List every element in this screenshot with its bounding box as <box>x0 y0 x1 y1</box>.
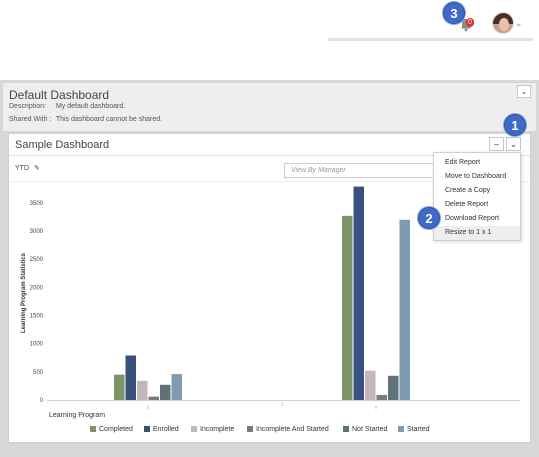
legend-label: Enrolled <box>153 426 179 433</box>
period-filter[interactable]: YTD ✎ <box>15 164 40 172</box>
callout-marker: 3 <box>443 2 465 24</box>
y-tick-label: 3500 <box>30 201 44 207</box>
legend-item[interactable]: Not Started <box>343 426 387 433</box>
notification-badge: 0 <box>466 18 474 27</box>
dashboard-header <box>3 83 536 131</box>
avatar[interactable] <box>492 12 514 34</box>
description-value: My default dashboard. <box>55 103 126 110</box>
legend-item[interactable]: Incomplete And Started <box>247 426 329 433</box>
legend-swatch <box>398 426 404 432</box>
pencil-icon[interactable]: ✎ <box>33 165 40 172</box>
bar <box>171 374 182 400</box>
y-tick-label: 1000 <box>30 342 44 348</box>
chevron-down-icon: ⌄ <box>520 87 528 96</box>
minus-icon: – <box>493 139 499 149</box>
bar <box>137 380 148 400</box>
report-actions-menu: Edit Report Move to Dashboard Create a Cop… <box>433 152 521 241</box>
legend-label: Started <box>407 426 430 433</box>
widget-title: Sample Dashboard <box>15 139 110 151</box>
bar <box>365 370 376 400</box>
bar <box>376 394 387 400</box>
y-tick-label: 500 <box>33 370 44 376</box>
legend-label: Incomplete And Started <box>256 426 329 433</box>
bar <box>160 384 171 400</box>
top-bar-divider <box>328 38 533 41</box>
dashboard-toggle-button[interactable]: ⌄ <box>517 85 531 98</box>
menu-item[interactable]: Edit Report <box>445 159 481 166</box>
bar <box>148 396 159 400</box>
menu-item[interactable]: Move to Dashboard <box>445 173 507 180</box>
shared-with-value: This dashboard cannot be shared. <box>55 116 163 123</box>
legend-swatch <box>144 426 150 432</box>
bar <box>342 215 353 400</box>
filter-divider <box>9 181 530 182</box>
widget-divider <box>9 155 530 156</box>
shared-with-label: Shared With : <box>9 116 52 123</box>
menu-item[interactable]: Download Report <box>445 215 500 222</box>
period-label: YTD <box>15 165 29 172</box>
widget-menu-button[interactable]: ⌄ <box>506 137 521 151</box>
legend-swatch <box>191 426 197 432</box>
callout-marker: 2 <box>418 207 440 229</box>
minimize-button[interactable]: – <box>489 137 504 151</box>
legend-swatch <box>90 426 96 432</box>
chevron-down-icon[interactable]: ⌄ <box>515 18 523 28</box>
legend-label: Incomplete <box>200 426 235 433</box>
y-tick-label: 2000 <box>30 285 44 291</box>
legend-item[interactable]: Incomplete <box>191 426 234 433</box>
dashboard-shared-with: Shared With : This dashboard cannot be s… <box>9 116 162 123</box>
legend-swatch <box>343 426 349 432</box>
y-tick-label: 3000 <box>30 229 44 235</box>
chevron-down-icon: ⌄ <box>509 139 518 149</box>
legend-swatch <box>247 426 253 432</box>
menu-item[interactable]: Delete Report <box>445 201 489 208</box>
y-tick-label: 2500 <box>30 257 44 263</box>
bar <box>353 186 364 400</box>
y-axis-title: Learning Program Statistics <box>21 252 27 333</box>
bar <box>388 375 399 400</box>
x-axis-label: Learning Program <box>49 412 106 419</box>
menu-item[interactable]: Create a Copy <box>445 187 491 194</box>
legend-label: Not Started <box>352 426 388 433</box>
legend-item[interactable]: Completed <box>90 426 133 433</box>
dashboard-description: Description: My default dashboard. <box>9 103 125 110</box>
description-label: Description: <box>9 103 46 110</box>
avatar-face <box>499 18 509 31</box>
legend-item[interactable]: Started <box>398 426 430 433</box>
callout-marker: 1 <box>504 114 526 136</box>
y-tick-label: 1500 <box>30 314 44 320</box>
bar <box>399 219 410 400</box>
y-tick-label: 0 <box>40 398 44 404</box>
bar <box>125 355 136 400</box>
legend-item[interactable]: Enrolled <box>144 426 179 433</box>
legend-label: Completed <box>99 426 133 433</box>
dashboard-title: Default Dashboard <box>9 88 110 102</box>
menu-item[interactable]: Resize to 1 x 1 <box>434 226 520 240</box>
bar <box>114 374 125 400</box>
